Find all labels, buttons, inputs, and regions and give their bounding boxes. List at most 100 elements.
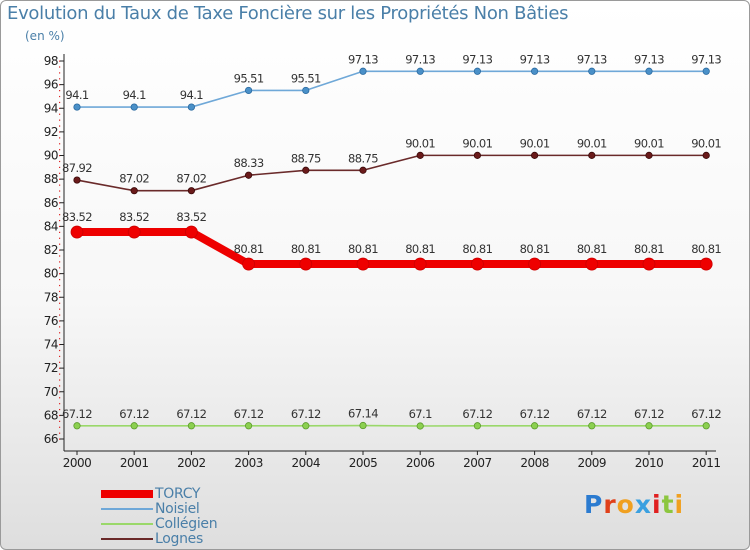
data-label-torcy: 80.81 xyxy=(234,242,264,256)
legend-label-collegien: Collégien xyxy=(155,516,218,532)
data-point-noisiel xyxy=(473,67,481,75)
y-minor-tick xyxy=(59,137,61,139)
data-label-noisiel: 95.51 xyxy=(291,71,321,85)
y-minor-tick xyxy=(59,184,61,186)
y-minor-tick xyxy=(59,349,61,352)
x-tick-label: 2002 xyxy=(177,456,206,470)
x-tick-label: 2009 xyxy=(578,456,607,470)
y-minor-tick xyxy=(59,426,61,428)
data-label-collegien: 67.12 xyxy=(634,407,664,421)
y-minor-tick xyxy=(59,90,61,92)
y-tick-label: 98 xyxy=(44,54,58,68)
data-point-lognes xyxy=(473,151,481,159)
data-point-noisiel xyxy=(645,67,653,75)
y-minor-tick xyxy=(59,267,61,269)
data-label-noisiel: 97.13 xyxy=(634,52,664,66)
data-label-lognes: 87.02 xyxy=(119,172,149,186)
y-minor-tick xyxy=(59,172,61,174)
data-label-lognes: 90.01 xyxy=(577,136,607,150)
data-point-torcy xyxy=(184,225,198,239)
data-label-lognes: 88.75 xyxy=(291,151,321,165)
y-minor-tick xyxy=(59,208,61,210)
data-point-collegien xyxy=(588,422,596,430)
data-label-torcy: 83.52 xyxy=(119,210,149,224)
x-tick-label: 2008 xyxy=(520,456,549,470)
y-minor-tick xyxy=(59,326,61,328)
data-point-collegien xyxy=(359,421,367,430)
x-tick-label: 2010 xyxy=(635,456,664,470)
x-tick-label: 2007 xyxy=(463,456,492,470)
y-minor-tick xyxy=(59,420,61,422)
data-label-noisiel: 94.1 xyxy=(123,88,146,102)
data-label-torcy: 83.52 xyxy=(176,210,206,224)
data-point-collegien xyxy=(702,422,710,430)
legend-item-torcy: TORCY xyxy=(101,486,281,502)
data-point-noisiel xyxy=(702,67,710,75)
y-minor-tick xyxy=(59,119,61,121)
data-point-torcy xyxy=(642,257,656,271)
data-label-noisiel: 97.13 xyxy=(520,52,550,66)
legend-swatch-collegien xyxy=(101,523,153,525)
y-minor-tick xyxy=(59,72,61,74)
data-label-torcy: 83.52 xyxy=(62,210,92,224)
y-minor-tick xyxy=(59,438,61,440)
data-point-torcy xyxy=(699,257,713,271)
data-label-collegien: 67.12 xyxy=(577,407,607,421)
proxiti-logo: Proxiti xyxy=(584,490,685,519)
data-point-lognes xyxy=(645,151,653,159)
data-label-lognes: 87.92 xyxy=(62,161,92,175)
y-minor-tick xyxy=(59,273,61,275)
y-minor-tick xyxy=(59,397,61,399)
y-minor-tick xyxy=(59,66,61,68)
legend: TORCY Noisiel Collégien Lognes xyxy=(101,486,281,547)
x-tick-label: 2005 xyxy=(349,456,378,470)
data-label-lognes: 90.01 xyxy=(520,136,550,150)
data-point-lognes xyxy=(130,187,138,195)
y-tick-label: 94 xyxy=(44,101,58,115)
legend-item-lognes: Lognes xyxy=(101,531,281,547)
y-minor-tick xyxy=(59,101,61,104)
y-tick-label: 76 xyxy=(44,314,58,328)
series-line-lognes xyxy=(76,154,707,192)
y-minor-tick xyxy=(59,302,61,304)
y-minor-tick xyxy=(59,225,61,228)
y-minor-tick xyxy=(59,279,61,281)
data-label-noisiel: 97.13 xyxy=(691,52,721,66)
data-label-collegien: 67.12 xyxy=(234,407,264,421)
legend-item-noisiel: Noisiel xyxy=(101,501,281,517)
y-minor-tick xyxy=(59,160,61,163)
y-minor-tick xyxy=(59,84,61,86)
y-minor-tick xyxy=(59,237,61,239)
y-minor-tick xyxy=(59,143,61,145)
data-point-collegien xyxy=(245,422,253,430)
data-point-noisiel xyxy=(530,67,539,75)
y-minor-tick xyxy=(59,60,61,62)
data-label-noisiel: 97.13 xyxy=(462,52,492,66)
data-label-lognes: 90.01 xyxy=(405,136,435,150)
y-tick-label: 96 xyxy=(44,78,58,92)
data-label-lognes: 87.02 xyxy=(176,172,206,186)
y-minor-tick xyxy=(59,367,61,369)
y-minor-tick xyxy=(59,113,61,115)
data-label-collegien: 67.12 xyxy=(176,407,206,421)
data-point-noisiel xyxy=(588,67,596,75)
y-tick-label: 86 xyxy=(44,196,58,210)
data-label-torcy: 80.81 xyxy=(691,242,721,256)
y-minor-tick xyxy=(59,149,61,151)
x-tick-label: 2003 xyxy=(234,456,263,470)
data-label-collegien: 67.12 xyxy=(291,407,321,421)
data-label-collegien: 67.12 xyxy=(62,407,92,421)
y-tick-label: 66 xyxy=(44,432,58,446)
legend-label-lognes: Lognes xyxy=(155,531,203,547)
y-minor-tick xyxy=(59,344,61,346)
y-minor-tick xyxy=(59,231,61,233)
data-label-torcy: 80.81 xyxy=(405,242,435,256)
y-tick-label: 82 xyxy=(44,243,58,257)
data-label-torcy: 80.81 xyxy=(348,242,378,256)
y-tick-label: 72 xyxy=(44,361,58,375)
data-point-noisiel xyxy=(187,103,195,111)
y-minor-tick xyxy=(59,308,61,310)
data-label-torcy: 80.81 xyxy=(577,242,607,256)
y-tick-label: 74 xyxy=(44,338,58,352)
